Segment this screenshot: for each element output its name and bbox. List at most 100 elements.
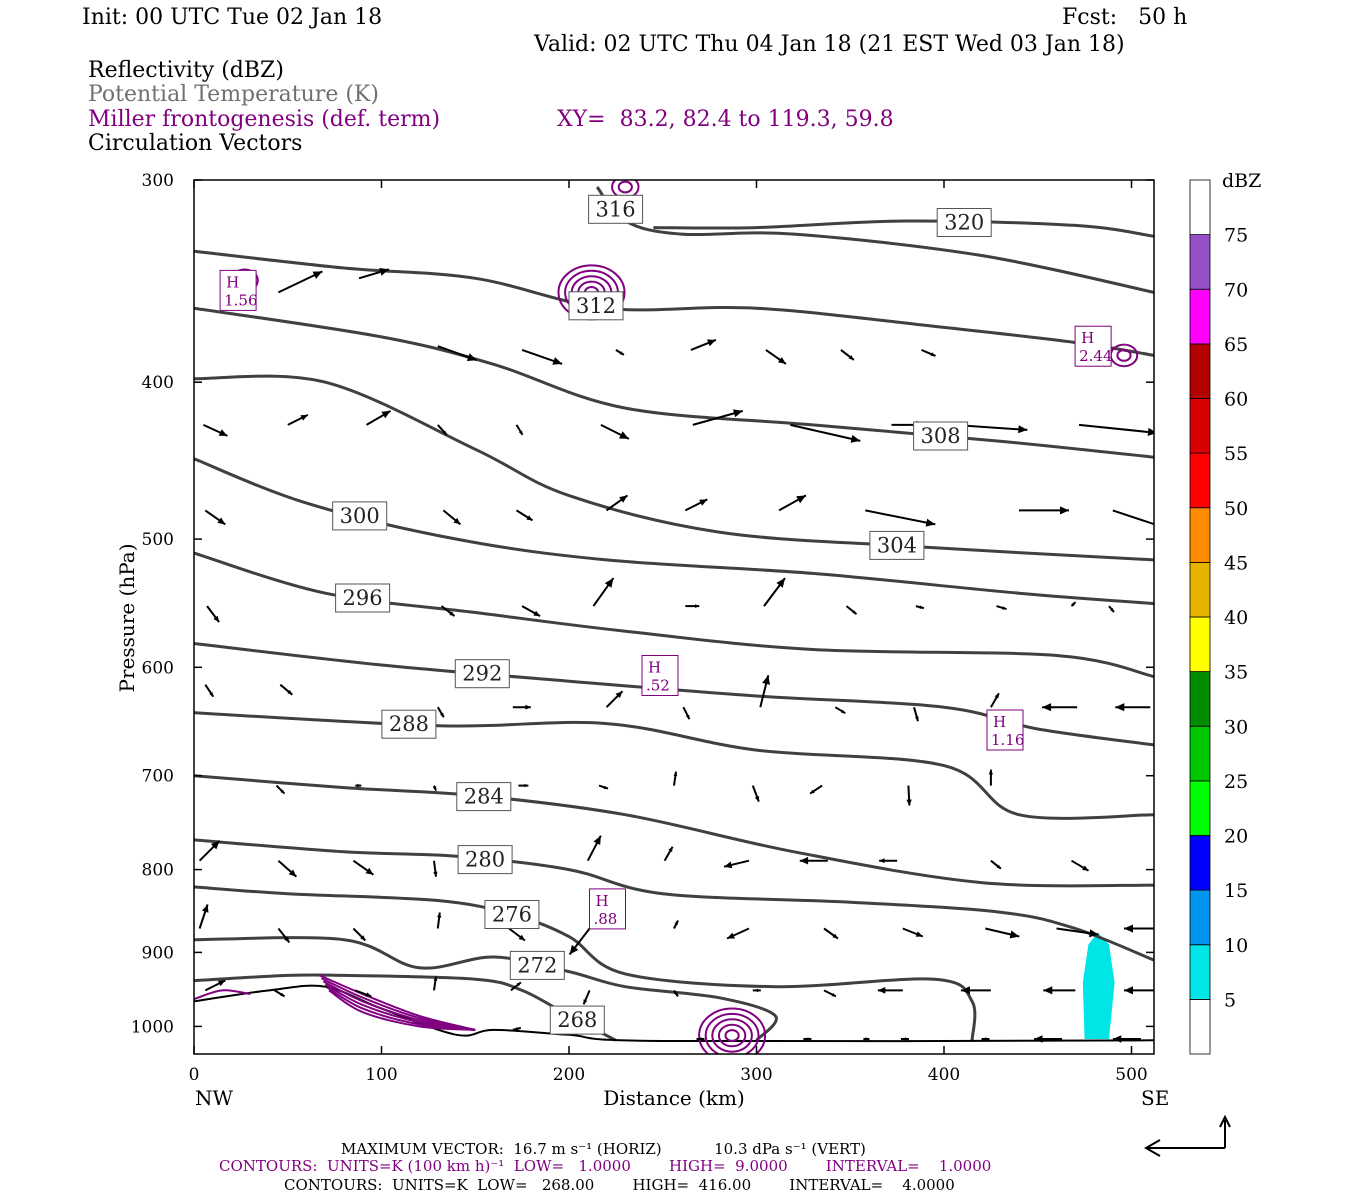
- vector-head: [533, 610, 541, 617]
- circulation-vector: [433, 860, 438, 877]
- circulation-vector: [352, 927, 367, 942]
- circulation-vector: [906, 785, 912, 806]
- circulation-vector: [436, 706, 445, 718]
- vector-head: [218, 429, 228, 436]
- vector-head: [810, 789, 815, 794]
- theta-contour: [194, 551, 1154, 679]
- theta-label-box: [332, 501, 388, 531]
- vector-head: [300, 414, 308, 421]
- y-tick-label: 1000: [131, 1017, 174, 1037]
- circulation-vector: [1078, 423, 1154, 436]
- theta-label-text: 268: [557, 1008, 597, 1032]
- vector-head: [762, 675, 770, 685]
- circulation-vector: [840, 349, 855, 361]
- frontogenesis-max-marker: H: [596, 892, 609, 910]
- vector-head: [288, 869, 297, 877]
- y-tick-label: 400: [142, 373, 174, 393]
- theta-contour-label: 272: [509, 950, 565, 980]
- colorbar-bin: [1189, 562, 1211, 618]
- colorbar-level-label: 25: [1224, 771, 1248, 793]
- circulation-vector: [287, 414, 309, 426]
- vector-head: [365, 867, 374, 875]
- circulation-vector: [206, 605, 220, 623]
- contour-labels: 320 316 312 308 304 300 296 292 288 284 280 276 272 2…: [219, 194, 1113, 1035]
- x-tick-label: 200: [553, 1065, 585, 1085]
- vector-head: [432, 786, 437, 791]
- circulation-vector: [684, 498, 708, 512]
- theta-contour-label: 296: [335, 583, 391, 613]
- circulation-vector: [915, 605, 925, 610]
- circulation-vector: [673, 989, 679, 997]
- circulation-vector: [600, 424, 630, 440]
- frontogenesis-max-marker: H: [1081, 329, 1094, 347]
- x-tick-label: 100: [365, 1065, 397, 1085]
- vector-shaft: [865, 509, 936, 526]
- circulation-vector: [275, 784, 286, 795]
- theta-label-text: 320: [944, 211, 984, 235]
- circulation-vectors: [198, 268, 1173, 1043]
- vector-head: [776, 578, 785, 588]
- circulation-vector: [763, 577, 786, 607]
- frontogenesis-max-label: H2.44: [1074, 325, 1113, 367]
- vector-head: [879, 858, 885, 864]
- colorbar-unit: dBZ: [1222, 170, 1261, 192]
- circulation-vector: [726, 927, 750, 940]
- circulation-vector: [723, 859, 750, 869]
- circulation-vector: [990, 859, 1002, 870]
- vector-head: [1082, 865, 1089, 871]
- vector-head: [996, 864, 1001, 869]
- vector-head: [357, 783, 362, 788]
- colorbar-bin: [1189, 944, 1211, 1000]
- colorbar-level-label: 45: [1224, 552, 1248, 574]
- y-tick-label: 700: [142, 767, 174, 787]
- circulation-vector: [834, 706, 846, 715]
- circulation-vector: [803, 1037, 812, 1041]
- frontogenesis-ring: [704, 1012, 760, 1054]
- colorbar-bin: [1189, 398, 1211, 454]
- colorbar-bin: [1189, 616, 1211, 672]
- se-end-label: SE: [1141, 1086, 1169, 1110]
- circulation-vector: [696, 1037, 705, 1041]
- theta-label-box: [454, 659, 510, 689]
- theta-label-text: 312: [576, 294, 616, 318]
- theta-contour: [194, 838, 1154, 962]
- vector-head: [217, 517, 226, 525]
- circulation-vector: [365, 410, 392, 426]
- reflectivity-layer: [1082, 932, 1115, 1039]
- vector-head: [1089, 929, 1099, 938]
- circulation-vector: [1124, 986, 1154, 995]
- circulation-vector: [512, 704, 531, 710]
- vector-head: [668, 846, 673, 852]
- frontogenesis-max-label: H1.16: [986, 709, 1024, 751]
- vector-head: [280, 789, 285, 794]
- vector-head: [840, 709, 846, 714]
- theta-label-text: 296: [343, 586, 383, 610]
- vector-head: [518, 430, 523, 435]
- theta-label-box: [335, 583, 391, 613]
- vector-head: [832, 933, 838, 939]
- circulation-vector: [823, 989, 837, 998]
- valid-time: Valid: 02 UTC Thu 04 Jan 18 (21 EST Wed …: [533, 32, 1125, 57]
- vector-head: [915, 931, 923, 937]
- vector-head: [516, 1027, 521, 1031]
- theta-contour-label: 304: [869, 530, 925, 560]
- colorbar-level-label: 30: [1224, 716, 1248, 738]
- colorbar-bin: [1189, 671, 1211, 727]
- circulation-vector: [521, 605, 541, 617]
- frontogenesis-ring: [711, 1018, 753, 1053]
- circulation-vector: [352, 859, 374, 876]
- vector-head: [604, 578, 614, 588]
- frontogenesis-max-label: H1.56: [219, 269, 258, 311]
- circulation-vector: [515, 509, 534, 522]
- circulation-vector: [877, 987, 903, 994]
- circulation-vector: [823, 927, 839, 940]
- theta-label-text: 284: [464, 785, 504, 809]
- vector-head: [1163, 524, 1173, 532]
- reference-vector-icon: [1143, 1114, 1231, 1157]
- circulation-vector: [663, 846, 674, 862]
- circulation-vector: [990, 692, 1000, 708]
- theta-label-text: 304: [877, 533, 917, 557]
- theta-contour: [653, 219, 1154, 238]
- y-tick-label: 500: [142, 530, 174, 550]
- theta-contour-label: 312: [568, 291, 624, 321]
